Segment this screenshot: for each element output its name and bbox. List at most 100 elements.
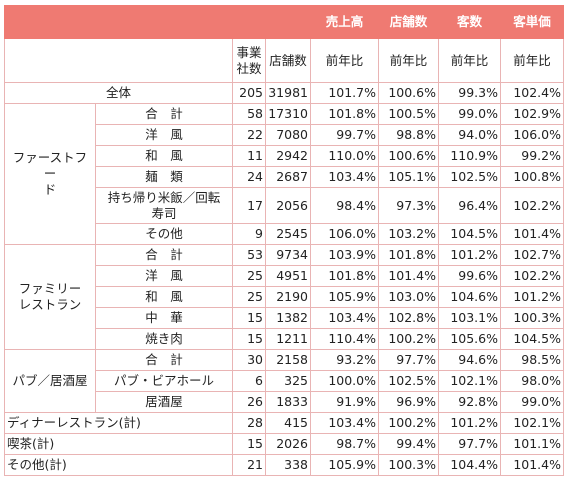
table-cell: [4, 5, 311, 39]
table-row: パブ・ビアホール 6 325 100.0% 102.5% 102.1% 98.0%: [5, 370, 564, 392]
table-cell: 2056: [265, 187, 311, 224]
table-cell: 2687: [265, 166, 311, 188]
table-cell: 合 計: [95, 103, 233, 125]
table-cell: 103.4%: [310, 307, 379, 329]
table-cell: 28: [232, 412, 266, 434]
table-row: 洋 風 22 7080 99.7% 98.8% 94.0% 106.0%: [5, 124, 564, 146]
table-cell: 喫茶(計): [4, 433, 233, 455]
table-row: ディナーレストラン(計) 28 415 103.4% 100.2% 101.2% 102.1…: [4, 412, 564, 434]
table-cell: 100.3%: [500, 307, 564, 329]
table-cell: 102.2%: [500, 265, 564, 287]
table-cell: 100.2%: [378, 412, 439, 434]
table-row: 全体 205 31981 101.7% 100.6% 99.3% 102.4%: [4, 82, 564, 104]
table-cell: 101.8%: [310, 103, 379, 125]
table-cell: 2190: [265, 286, 311, 308]
table-cell: 9734: [265, 244, 311, 266]
table-row: 中 華 15 1382 103.4% 102.8% 103.1% 100.3%: [5, 307, 564, 329]
table-cell: 中 華: [95, 307, 233, 329]
table-cell: 合 計: [95, 244, 233, 266]
table-cell: 99.0%: [438, 103, 501, 125]
table-cell: その他: [95, 223, 233, 245]
table-cell: 101.4%: [378, 265, 439, 287]
table-cell: 105.9%: [310, 454, 379, 476]
table-cell: 105.1%: [378, 166, 439, 188]
table-row: 持ち帰り米飯／回転 寿司 17 2056 98.4% 97.3% 96.4% 102.2%: [5, 187, 564, 224]
table-cell: 101.7%: [310, 82, 379, 104]
table-row: 麺 類 24 2687 103.4% 105.1% 102.5% 100.8%: [5, 166, 564, 188]
table-cell: 15: [232, 328, 266, 350]
table-cell: 客数: [438, 5, 501, 39]
table-row: 売上高 店舗数 客数 客単価: [4, 5, 564, 39]
table-cell: 101.2%: [438, 412, 501, 434]
table-cell: 洋 風: [95, 265, 233, 287]
table-body: 売上高 店舗数 客数 客単価 事業社数 店舗数 前年比 前年比 前年比 前年比 全体 205 31981…: [4, 5, 564, 476]
table-cell: 105.6%: [438, 328, 501, 350]
table-cell: 100.0%: [310, 370, 379, 392]
table-cell: 1382: [265, 307, 311, 329]
table-cell: 前年比: [500, 38, 564, 83]
table-cell: 洋 風: [95, 124, 233, 146]
table-cell: 96.4%: [438, 187, 501, 224]
table-cell: 100.3%: [378, 454, 439, 476]
table-cell: 100.2%: [378, 328, 439, 350]
table-cell: 102.5%: [438, 166, 501, 188]
table-cell: 7080: [265, 124, 311, 146]
table-cell: 101.1%: [500, 433, 564, 455]
table-cell: 客単価: [500, 5, 564, 39]
table-cell: 338: [265, 454, 311, 476]
table-cell: 21: [232, 454, 266, 476]
table-cell: 99.4%: [378, 433, 439, 455]
table-cell: 15: [232, 433, 266, 455]
table-cell: 持ち帰り米飯／回転 寿司: [95, 187, 233, 224]
table-cell: 102.9%: [500, 103, 564, 125]
table-cell: 101.8%: [378, 244, 439, 266]
table-cell: 53: [232, 244, 266, 266]
table-cell: 和 風: [95, 145, 233, 167]
table-cell: 104.4%: [438, 454, 501, 476]
table-cell: 30: [232, 349, 266, 371]
table-row: その他(計) 21 338 105.9% 100.3% 104.4% 101.4%: [4, 454, 564, 476]
table-cell: 101.8%: [310, 265, 379, 287]
table-cell: 98.5%: [500, 349, 564, 371]
table-cell: 店舗数: [378, 5, 439, 39]
table-cell: 106.0%: [310, 223, 379, 245]
table-cell: 104.5%: [500, 328, 564, 350]
table-cell: 24: [232, 166, 266, 188]
table-cell: 102.1%: [500, 412, 564, 434]
table-cell: 98.0%: [500, 370, 564, 392]
table-cell: ディナーレストラン(計): [4, 412, 233, 434]
table-cell: 15: [232, 307, 266, 329]
table-row: ファーストフー ド合 計 58 17310 101.8% 100.5% 99.0% 102.…: [4, 103, 564, 245]
table-cell: 105.9%: [310, 286, 379, 308]
table-cell: 麺 類: [95, 166, 233, 188]
table-cell: 前年比: [438, 38, 501, 83]
table-cell: 92.8%: [438, 391, 501, 413]
table-cell: 99.3%: [438, 82, 501, 104]
table-cell: 17310: [265, 103, 311, 125]
table-cell: 106.0%: [500, 124, 564, 146]
table-cell: 415: [265, 412, 311, 434]
table-cell: その他(計): [4, 454, 233, 476]
table-cell: 98.4%: [310, 187, 379, 224]
table-row: 焼き肉 15 1211 110.4% 100.2% 105.6% 104.5%: [5, 328, 564, 350]
table-cell: 102.8%: [378, 307, 439, 329]
table-cell: 2942: [265, 145, 311, 167]
table-cell: 全体: [4, 82, 233, 104]
table-cell: 店舗数: [265, 38, 311, 83]
table-cell: 11: [232, 145, 266, 167]
table-cell: 101.2%: [438, 244, 501, 266]
table-cell: 居酒屋: [95, 391, 233, 413]
table-cell: 103.0%: [378, 286, 439, 308]
table-cell: 97.7%: [378, 349, 439, 371]
table-cell: パブ・ビアホール: [95, 370, 233, 392]
table-cell: 26: [232, 391, 266, 413]
table-cell: 103.4%: [310, 166, 379, 188]
table-cell: 売上高: [310, 5, 379, 39]
table-cell: 焼き肉: [95, 328, 233, 350]
table-cell: 4951: [265, 265, 311, 287]
table-cell: 100.5%: [378, 103, 439, 125]
table-cell: ファミリー レストラン: [4, 244, 96, 350]
table-cell: 合 計: [95, 349, 233, 371]
table-row: 事業社数 店舗数 前年比 前年比 前年比 前年比: [4, 38, 564, 83]
table-cell: 17: [232, 187, 266, 224]
